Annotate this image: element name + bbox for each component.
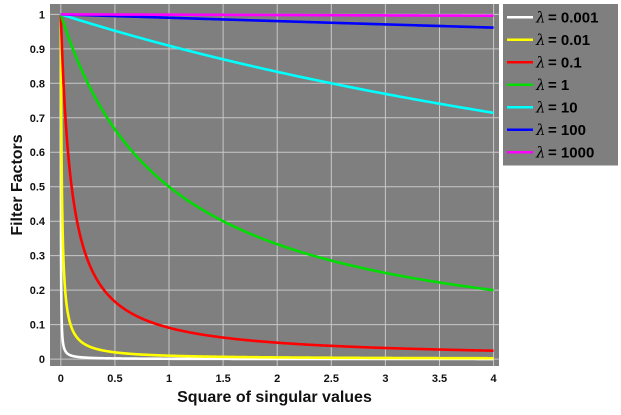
series-line-2 — [59, 13, 494, 352]
y-tick-label: 0.6 — [30, 147, 45, 159]
x-tick-label: 3 — [382, 373, 388, 385]
legend-label: = 0.001 — [548, 9, 598, 26]
series-line-4 — [59, 13, 494, 115]
x-axis-ticks: 0 0.5 1 1.5 2 2.5 3 3.5 4 — [58, 373, 498, 385]
x-tick-label: 1.5 — [215, 373, 230, 385]
x-tick-label: 3.5 — [432, 373, 447, 385]
y-tick-label: 0.5 — [30, 182, 45, 194]
y-tick-label: 0.4 — [30, 216, 46, 228]
x-tick-label: 2.5 — [324, 373, 339, 385]
x-tick-label: 4 — [491, 373, 498, 385]
lambda-symbol-icon: λ — [535, 8, 546, 26]
lambda-symbol-icon: λ — [535, 53, 546, 71]
lambda-symbol-icon: λ — [535, 121, 546, 139]
y-tick-label: 0.1 — [30, 320, 45, 332]
x-tick-label: 0.5 — [107, 373, 122, 385]
series-line-1 — [59, 13, 494, 360]
x-tick-label: 2 — [274, 373, 280, 385]
y-tick-label: 0.7 — [30, 113, 45, 125]
legend-label: = 10 — [548, 99, 578, 116]
lambda-symbol-icon: λ — [535, 76, 546, 94]
series-line-3 — [59, 13, 494, 292]
legend-label: = 1000 — [548, 144, 594, 161]
y-tick-label: 1 — [39, 9, 45, 21]
y-tick-label: 0.3 — [30, 251, 45, 263]
grid-lines — [50, 4, 499, 366]
x-tick-label: 0 — [58, 373, 64, 385]
x-axis-title: Square of singular values — [177, 389, 372, 406]
legend-label: = 0.1 — [548, 54, 582, 71]
series-lines — [59, 13, 494, 361]
lambda-symbol-icon: λ — [535, 31, 546, 49]
plot-background — [50, 4, 499, 366]
y-axis-title: Filter Factors — [9, 134, 26, 235]
x-tick-label: 1 — [166, 373, 172, 385]
legend-label: = 1 — [548, 77, 569, 94]
legend-label: = 100 — [548, 122, 586, 139]
y-tick-label: 0.9 — [30, 44, 45, 56]
y-tick-label: 0 — [39, 354, 45, 366]
y-axis-ticks: 0 0.1 0.2 0.3 0.4 0.5 0.6 0.7 0.8 0.9 1 — [30, 9, 46, 366]
y-tick-label: 0.2 — [30, 285, 45, 297]
lambda-symbol-icon: λ — [535, 143, 546, 161]
y-tick-label: 0.8 — [30, 78, 45, 90]
plot-area — [50, 4, 499, 366]
series-line-6 — [59, 13, 494, 18]
legend-label: = 0.01 — [548, 32, 590, 49]
lambda-symbol-icon: λ — [535, 98, 546, 116]
